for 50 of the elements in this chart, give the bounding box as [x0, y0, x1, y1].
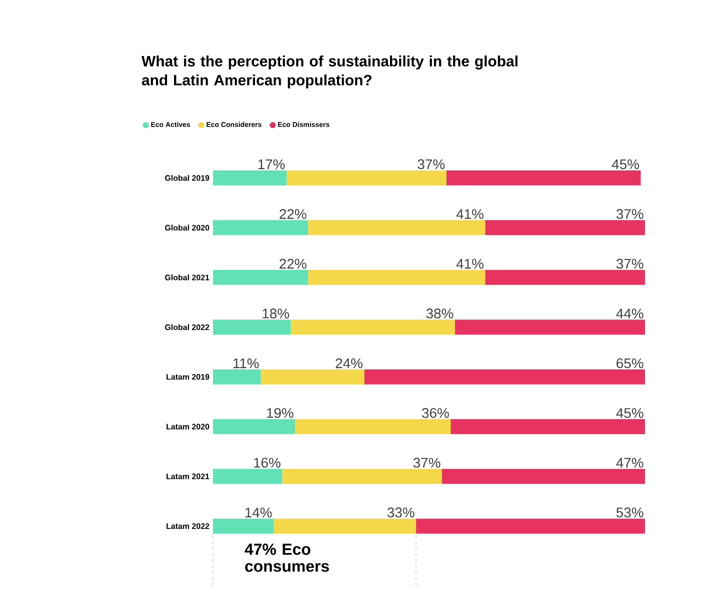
bar	[454, 320, 646, 335]
data-label: 41%	[456, 258, 484, 269]
data-label: 22%	[280, 209, 306, 219]
bar	[213, 518, 274, 534]
data-label: 19%	[267, 408, 294, 418]
bar	[213, 419, 296, 434]
bar	[442, 468, 646, 484]
bar	[282, 468, 442, 484]
data-label: 65%	[616, 358, 644, 368]
bar	[213, 369, 261, 384]
bar	[213, 468, 282, 484]
data-label: 53%	[616, 508, 644, 518]
data-label: 37%	[616, 209, 644, 219]
bar	[416, 518, 646, 534]
bar	[213, 170, 286, 186]
bar	[260, 369, 364, 384]
data-label: 45%	[612, 159, 639, 170]
data-label: 18%	[262, 308, 290, 318]
bar	[295, 419, 451, 434]
bar	[450, 419, 646, 434]
data-label: 33%	[387, 508, 414, 518]
bar	[286, 170, 446, 186]
data-label: 38%	[426, 308, 454, 318]
bar	[446, 170, 641, 186]
data-label: 14%	[245, 508, 272, 518]
bar	[290, 320, 455, 335]
data-label: 11%	[234, 358, 259, 368]
data-label: 36%	[422, 408, 449, 418]
bar	[213, 320, 291, 335]
data-label: 41%	[456, 209, 484, 219]
data-label: 24%	[336, 358, 363, 368]
bar	[308, 220, 486, 236]
bar	[273, 518, 416, 534]
data-label: 16%	[254, 458, 280, 468]
annotation: 47% Eco consumers	[244, 544, 329, 572]
data-label: 37%	[418, 159, 445, 170]
bar	[364, 369, 646, 384]
bar	[213, 220, 308, 236]
data-label: 45%	[616, 408, 644, 418]
data-label: 17%	[258, 159, 285, 170]
data-label: 37%	[616, 258, 644, 269]
data-label: 47%	[616, 458, 644, 468]
chart-title: What is the perception of sustainability in the global and Latin American population?	[142, 56, 518, 88]
bar	[485, 270, 646, 285]
data-label: 22%	[280, 258, 306, 269]
bar	[213, 270, 308, 285]
bar	[308, 270, 486, 285]
data-label: 37%	[413, 458, 440, 468]
data-label: 44%	[616, 308, 644, 318]
bar	[485, 220, 646, 236]
